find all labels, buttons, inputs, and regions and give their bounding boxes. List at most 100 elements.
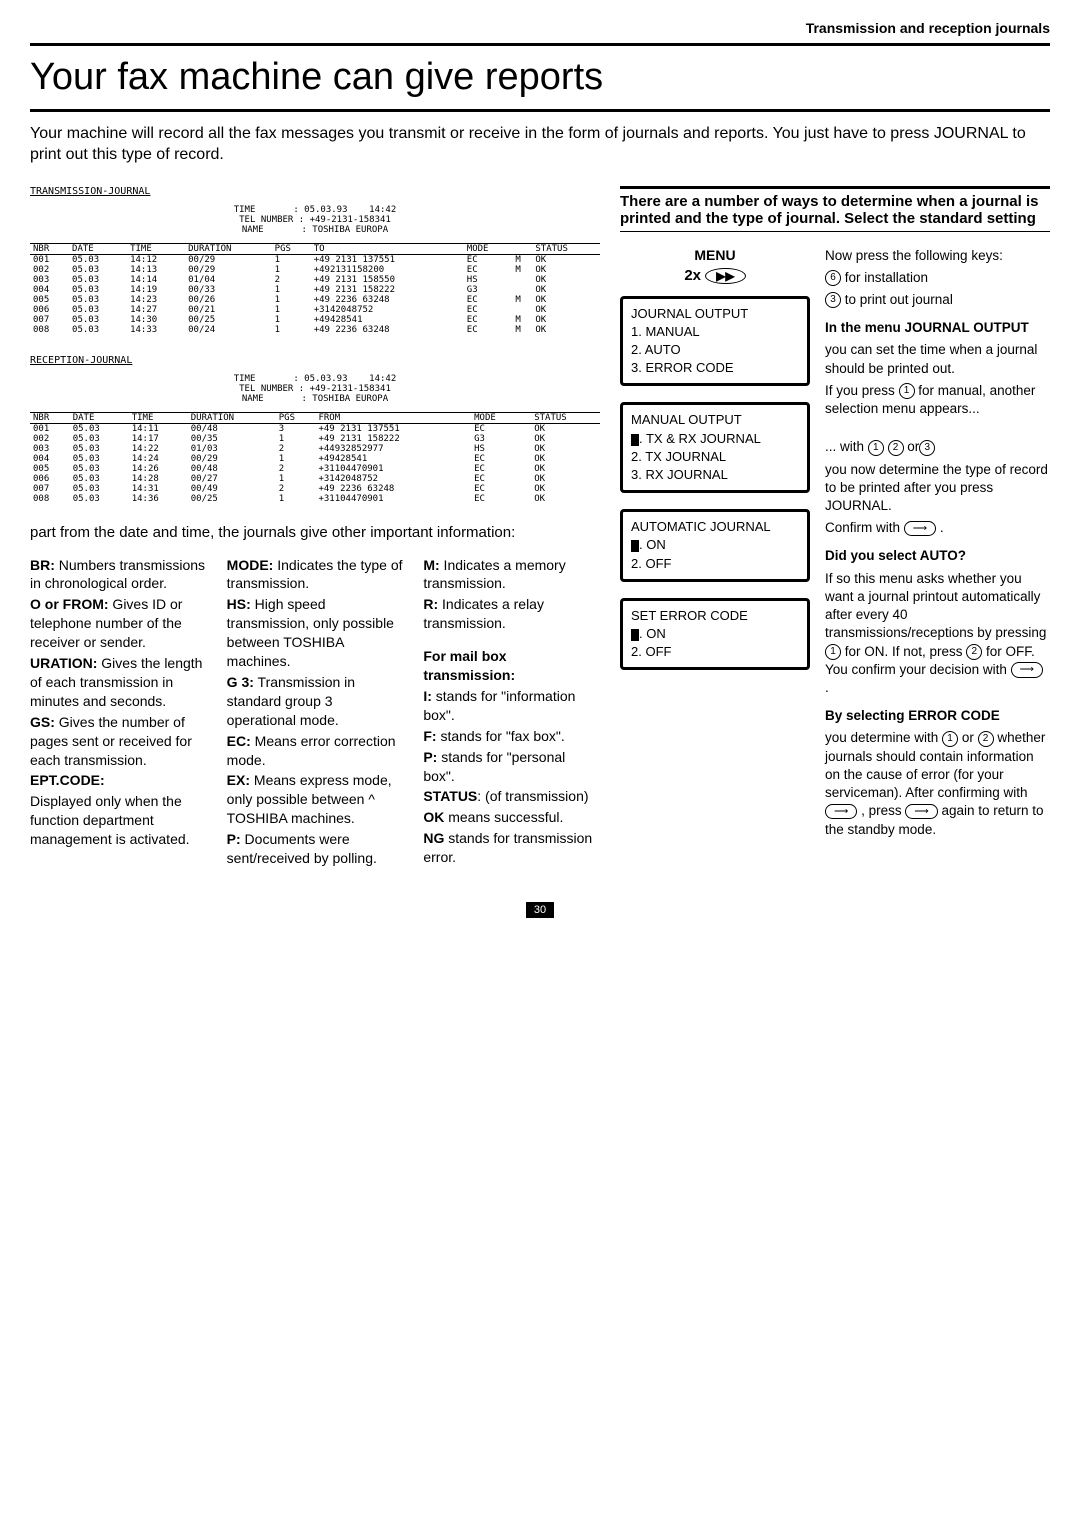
- table-cell: +44932852977: [315, 444, 471, 454]
- flow-h2: In the menu JOURNAL OUTPUT: [825, 319, 1050, 337]
- table-cell: 01/03: [188, 444, 276, 454]
- table-header: MODE: [464, 243, 513, 254]
- def-hs: HS:: [227, 596, 251, 612]
- table-header: NBR: [30, 243, 69, 254]
- def-p-text: Documents were sent/received by polling.: [227, 831, 377, 866]
- table-cell: 14:26: [129, 464, 188, 474]
- lcd2-l2: 2. TX JOURNAL: [631, 448, 799, 466]
- table-row: 00805.0314:3600/251+31104470901ECOK: [30, 494, 600, 504]
- table-cell: OK: [532, 254, 600, 265]
- def-i-text: stands for "information box".: [423, 688, 575, 723]
- definitions: BR: Numbers transmissions in chronologic…: [30, 556, 600, 870]
- table-cell: OK: [531, 434, 600, 444]
- def-o: O or FROM:: [30, 596, 109, 612]
- table-cell: 14:17: [129, 434, 188, 444]
- key-2-icon: 2: [978, 731, 994, 747]
- table-header: [512, 243, 532, 254]
- table-cell: 14:30: [127, 315, 185, 325]
- rx-journal-header: TIME : 05.03.93 14:42 TEL NUMBER : +49-2…: [30, 374, 600, 404]
- flow-p2b: If you press: [825, 383, 899, 398]
- table-cell: 2: [276, 484, 316, 494]
- table-cell: +31104470901: [315, 494, 471, 504]
- def-ur: URATION:: [30, 655, 97, 671]
- table-cell: 14:12: [127, 254, 185, 265]
- def-ok-text: means successful.: [444, 809, 563, 825]
- table-cell: [521, 454, 532, 464]
- lcd1-l2: 2. AUTO: [631, 341, 799, 359]
- table-cell: 14:24: [129, 454, 188, 464]
- lcd2-l0: MANUAL OUTPUT: [631, 411, 799, 429]
- table-cell: 00/26: [185, 295, 272, 305]
- table-cell: 006: [30, 305, 69, 315]
- table-cell: 14:28: [129, 474, 188, 484]
- page-number-value: 30: [526, 902, 554, 918]
- lcd1-l1: 1. MANUAL: [631, 323, 799, 341]
- table-cell: 1: [272, 254, 311, 265]
- table-cell: 14:19: [127, 285, 185, 295]
- def-m: M:: [423, 557, 439, 573]
- table-cell: 1: [276, 494, 316, 504]
- table-cell: 05.03: [70, 423, 129, 434]
- def-f-text: stands for "fax box".: [437, 728, 565, 744]
- key-3-icon: 3: [919, 440, 935, 456]
- cursor-icon: [631, 434, 639, 446]
- lcd-journal-output: JOURNAL OUTPUT 1. MANUAL 2. AUTO 3. ERRO…: [620, 296, 810, 387]
- table-cell: OK: [531, 423, 600, 434]
- table-cell: 00/27: [188, 474, 276, 484]
- table-row: 00505.0314:2300/261+49 2236 63248ECMOK: [30, 295, 600, 305]
- rx-journal-table: NBRDATETIMEDURATIONPGSFROMMODESTATUS 001…: [30, 412, 600, 504]
- table-cell: 14:36: [129, 494, 188, 504]
- rule-under-title: [30, 109, 1050, 112]
- table-cell: 14:11: [129, 423, 188, 434]
- main-layout: TRANSMISSION-JOURNAL TIME : 05.03.93 14:…: [30, 186, 1050, 870]
- def-pp-text: stands for "personal box".: [423, 749, 565, 784]
- table-cell: 05.03: [69, 295, 127, 305]
- table-cell: 00/21: [185, 305, 272, 315]
- def-r-text: Indicates a relay transmission.: [423, 596, 544, 631]
- table-header: DURATION: [185, 243, 272, 254]
- table-row: 00105.0314:1100/483+49 2131 137551ECOK: [30, 423, 600, 434]
- tx-journal-header: TIME : 05.03.93 14:42 TEL NUMBER : +49-2…: [30, 205, 600, 235]
- table-cell: 004: [30, 285, 69, 295]
- table-cell: 00/33: [185, 285, 272, 295]
- def-col-3: M: Indicates a memory transmission. R: I…: [423, 556, 600, 870]
- def-br: BR:: [30, 557, 55, 573]
- arrow-icon: ▶▶: [705, 268, 745, 284]
- def-ec: EC:: [227, 733, 251, 749]
- table-cell: 14:14: [127, 275, 185, 285]
- table-cell: OK: [531, 494, 600, 504]
- def-ept: EPT.CODE:: [30, 771, 207, 790]
- table-cell: 2: [272, 275, 311, 285]
- table-cell: OK: [532, 265, 600, 275]
- table-cell: HS: [471, 444, 520, 454]
- table-cell: +49 2131 158222: [311, 285, 464, 295]
- page-title: Your fax machine can give reports: [30, 56, 1050, 99]
- tx-journal-title: TRANSMISSION-JOURNAL: [30, 186, 600, 197]
- def-m-text: Indicates a memory transmission.: [423, 557, 565, 592]
- table-cell: OK: [531, 474, 600, 484]
- table-cell: +3142048752: [311, 305, 464, 315]
- def-ec-text: Means error correction mode.: [227, 733, 396, 768]
- table-cell: +49 2131 158222: [315, 434, 471, 444]
- table-cell: M: [512, 295, 532, 305]
- table-cell: M: [512, 325, 532, 335]
- lcd3-l2: 2. OFF: [631, 555, 799, 573]
- rx-journal-title: RECEPTION-JOURNAL: [30, 355, 600, 366]
- flow-h4: By selecting ERROR CODE: [825, 707, 1050, 725]
- table-cell: 00/29: [188, 454, 276, 464]
- table-cell: 1: [272, 325, 311, 335]
- table-cell: 00/29: [185, 254, 272, 265]
- flow-p4b: for ON. If not, press: [841, 644, 966, 659]
- table-header: STATUS: [531, 412, 600, 423]
- table-row: 00205.0314:1700/351+49 2131 158222G3OK: [30, 434, 600, 444]
- table-cell: OK: [531, 484, 600, 494]
- table-cell: 003: [30, 275, 69, 285]
- flow-p1a: Now press the following keys:: [825, 247, 1050, 265]
- key-2-icon: 2: [888, 440, 904, 456]
- table-cell: 002: [30, 265, 69, 275]
- cursor-icon: [631, 540, 639, 552]
- table-cell: G3: [471, 434, 520, 444]
- table-cell: OK: [532, 275, 600, 285]
- table-cell: 007: [30, 484, 70, 494]
- table-cell: 05.03: [69, 285, 127, 295]
